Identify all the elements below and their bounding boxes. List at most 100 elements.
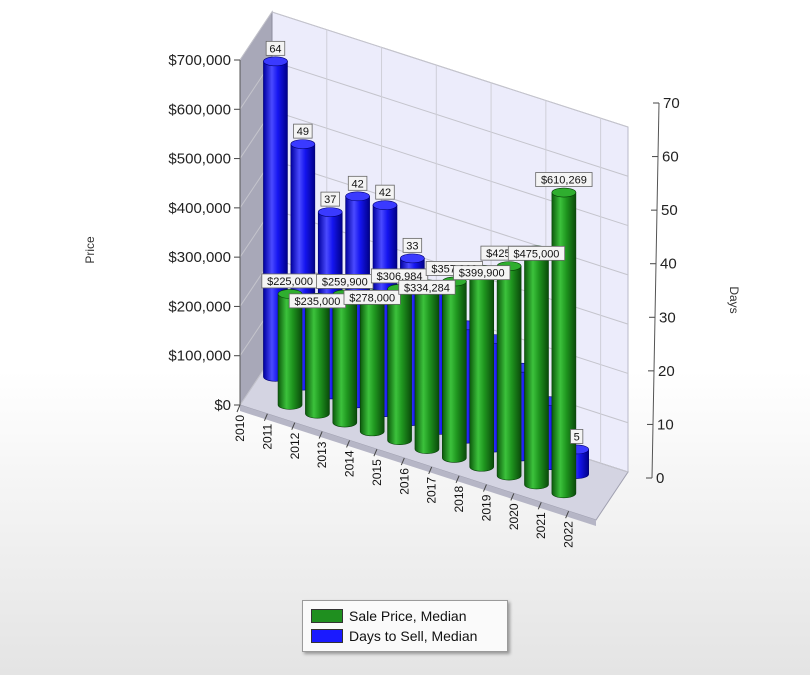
x-tick bbox=[318, 431, 323, 439]
x-tick bbox=[236, 404, 241, 413]
x-tick bbox=[291, 422, 296, 430]
data-label-box bbox=[570, 429, 584, 444]
x-tick bbox=[510, 493, 515, 501]
data-label-box bbox=[265, 40, 286, 56]
data-label-box bbox=[347, 175, 368, 191]
x-tick-label: 2017 bbox=[425, 477, 439, 504]
y2-tick-label: 0 bbox=[656, 470, 664, 487]
x-tick-label: 2021 bbox=[534, 512, 548, 539]
data-label: $334,284 bbox=[398, 279, 456, 295]
days-bar-top bbox=[400, 253, 425, 264]
x-tick bbox=[263, 413, 268, 422]
price-series bbox=[277, 187, 577, 499]
data-label-text: $475,000 bbox=[514, 248, 560, 260]
price-bar-body bbox=[305, 297, 330, 419]
x-tick bbox=[428, 466, 433, 475]
data-label: $610,269 bbox=[535, 172, 593, 187]
floor-edge bbox=[240, 405, 596, 526]
legend: Sale Price, Median Days to Sell, Median bbox=[302, 600, 508, 652]
y2-tick-label: 50 bbox=[661, 202, 678, 219]
y2-tick-label: 30 bbox=[659, 309, 676, 326]
y-tick-label: $100,000 bbox=[168, 348, 231, 365]
data-label: $475,000 bbox=[507, 245, 566, 261]
y2-tick-label: 60 bbox=[662, 149, 679, 166]
x-tick-label: 2014 bbox=[343, 450, 357, 477]
data-label-box bbox=[293, 123, 313, 139]
y-tick-label: $700,000 bbox=[168, 52, 231, 69]
gridline bbox=[239, 11, 629, 128]
price-bar-body bbox=[414, 284, 440, 454]
x-tick bbox=[400, 457, 405, 466]
price-bar bbox=[524, 245, 549, 490]
y-tick-label: $300,000 bbox=[168, 249, 231, 266]
data-label-text: 49 bbox=[297, 126, 309, 138]
price-bar bbox=[305, 293, 330, 419]
price-bar bbox=[551, 187, 577, 499]
data-label-text: $235,000 bbox=[294, 296, 340, 308]
price-bar-body bbox=[524, 250, 549, 490]
data-label: $278,000 bbox=[343, 289, 401, 305]
data-label-box bbox=[507, 245, 566, 261]
x-tick-label: 2015 bbox=[370, 459, 384, 486]
y2-axis-line bbox=[651, 102, 660, 479]
legend-swatch-green bbox=[311, 609, 343, 623]
days-bar-top bbox=[345, 191, 370, 202]
data-label: $235,000 bbox=[288, 293, 347, 309]
x-tick-label: 2019 bbox=[479, 494, 493, 521]
data-label-text: 37 bbox=[324, 194, 336, 206]
data-label-text: 33 bbox=[406, 240, 418, 252]
x-tick bbox=[483, 484, 487, 492]
data-label-box bbox=[398, 279, 456, 295]
data-label-text: $610,269 bbox=[541, 175, 587, 187]
price-bar bbox=[442, 276, 467, 463]
data-label: 33 bbox=[402, 237, 423, 253]
data-label-text: $225,000 bbox=[267, 276, 313, 288]
x-tick-label: 2020 bbox=[507, 503, 521, 530]
data-label-box bbox=[320, 191, 340, 207]
days-bar-top bbox=[290, 139, 316, 149]
price-bar-body bbox=[469, 269, 495, 472]
y-tick-label: $600,000 bbox=[168, 101, 231, 118]
x-tick-label: 2018 bbox=[452, 485, 466, 512]
legend-label: Days to Sell, Median bbox=[349, 628, 478, 644]
x-tick bbox=[346, 440, 350, 448]
x-tick bbox=[537, 502, 542, 510]
data-label-text: $399,900 bbox=[459, 268, 505, 280]
data-label-box bbox=[375, 184, 395, 200]
price-bar-body bbox=[442, 281, 467, 463]
price-bar-body bbox=[332, 294, 358, 428]
y-tick-label: $500,000 bbox=[168, 151, 231, 168]
y-tick-label: $0 bbox=[214, 397, 231, 414]
data-label-box bbox=[343, 289, 401, 305]
axes: $0 $100,000 $200,000 $300,000 $400,000 $500,0… bbox=[168, 52, 679, 548]
data-label-text: 42 bbox=[351, 178, 363, 190]
y-tick-label: $400,000 bbox=[168, 200, 231, 217]
y-axis-title: Price bbox=[83, 236, 97, 264]
data-label-text: 5 bbox=[574, 431, 580, 443]
price-bar-body bbox=[496, 265, 522, 481]
x-tick-label: 2010 bbox=[233, 415, 247, 442]
x-tick-label: 2013 bbox=[315, 441, 329, 468]
price-bar bbox=[387, 284, 412, 446]
price-bar bbox=[469, 264, 495, 472]
data-label-box bbox=[453, 265, 511, 281]
y2-tick-label: 70 bbox=[663, 95, 680, 112]
data-label: $399,900 bbox=[453, 265, 511, 281]
legend-item-sale-price: Sale Price, Median bbox=[311, 606, 499, 626]
price-bar-body bbox=[277, 293, 303, 410]
legend-item-days-to-sell: Days to Sell, Median bbox=[311, 626, 499, 646]
data-label: $225,000 bbox=[261, 273, 319, 289]
x-tick bbox=[455, 475, 460, 483]
x-tick-label: 2016 bbox=[397, 468, 411, 495]
legend-label: Sale Price, Median bbox=[349, 608, 467, 624]
data-label-text: $259,900 bbox=[322, 276, 368, 288]
days-bar-top bbox=[317, 207, 343, 217]
data-label: $259,900 bbox=[316, 274, 374, 289]
price-bar-body bbox=[551, 192, 577, 499]
data-label-text: 42 bbox=[379, 187, 391, 199]
data-label-box bbox=[402, 237, 423, 253]
price-bar-body bbox=[387, 288, 412, 446]
x-tick-label: 2011 bbox=[260, 424, 274, 450]
